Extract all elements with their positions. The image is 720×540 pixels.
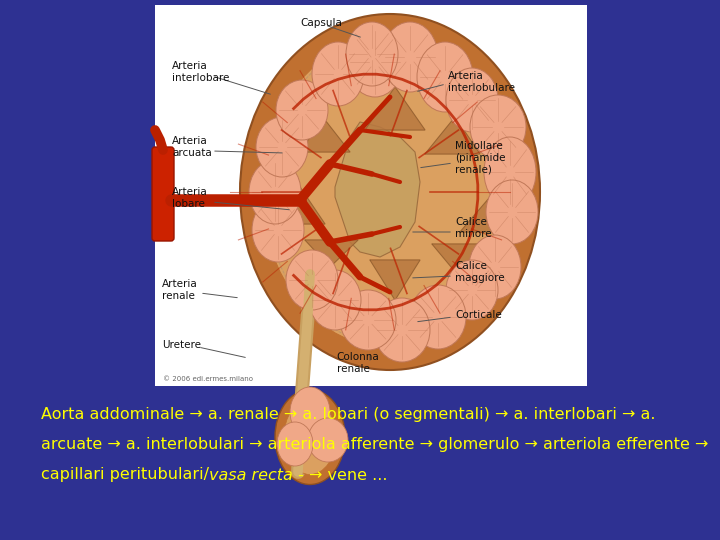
Ellipse shape bbox=[284, 400, 336, 475]
Ellipse shape bbox=[290, 387, 330, 437]
Bar bbox=[155, 5, 587, 386]
Ellipse shape bbox=[276, 80, 328, 140]
Ellipse shape bbox=[410, 285, 466, 349]
Ellipse shape bbox=[286, 250, 338, 310]
Text: Colonna
renale: Colonna renale bbox=[337, 352, 379, 374]
Ellipse shape bbox=[252, 198, 304, 262]
Ellipse shape bbox=[277, 422, 313, 466]
Text: vasa recta: vasa recta bbox=[209, 468, 293, 483]
Polygon shape bbox=[432, 244, 487, 280]
Ellipse shape bbox=[374, 298, 430, 362]
Ellipse shape bbox=[308, 418, 348, 462]
Ellipse shape bbox=[446, 68, 498, 132]
Ellipse shape bbox=[240, 14, 540, 370]
Polygon shape bbox=[365, 87, 425, 130]
Polygon shape bbox=[370, 260, 420, 300]
Ellipse shape bbox=[275, 389, 345, 484]
Ellipse shape bbox=[446, 260, 498, 320]
Polygon shape bbox=[298, 120, 350, 152]
Ellipse shape bbox=[312, 42, 364, 106]
Ellipse shape bbox=[486, 180, 538, 244]
Text: © 2006 edi.ermes.milano: © 2006 edi.ermes.milano bbox=[163, 376, 253, 382]
Text: Corticale: Corticale bbox=[455, 310, 502, 320]
Ellipse shape bbox=[382, 22, 438, 92]
Ellipse shape bbox=[346, 22, 398, 86]
Text: Arteria
interlobare: Arteria interlobare bbox=[172, 61, 230, 83]
Ellipse shape bbox=[484, 137, 536, 207]
Text: Arteria
renale: Arteria renale bbox=[162, 279, 198, 301]
Text: Midollare
(piramide
renale): Midollare (piramide renale) bbox=[455, 141, 505, 174]
Ellipse shape bbox=[417, 42, 473, 112]
Ellipse shape bbox=[256, 117, 308, 177]
Ellipse shape bbox=[469, 235, 521, 299]
PathPatch shape bbox=[335, 122, 420, 257]
Text: Capsula: Capsula bbox=[300, 18, 342, 28]
Ellipse shape bbox=[309, 270, 361, 330]
Polygon shape bbox=[272, 187, 325, 224]
Text: Calice
maggiore: Calice maggiore bbox=[455, 261, 505, 283]
Polygon shape bbox=[305, 240, 358, 267]
Ellipse shape bbox=[340, 290, 396, 350]
Text: arcuate → a. interlobulari → arteriola afferente → glomerulo → arteriola efferen: arcuate → a. interlobulari → arteriola a… bbox=[41, 437, 708, 453]
Text: Aorta addominale → a. renale → a. lobari (o segmentali) → a. interlobari → a.: Aorta addominale → a. renale → a. lobari… bbox=[41, 408, 655, 422]
Ellipse shape bbox=[249, 160, 301, 224]
Polygon shape bbox=[460, 197, 515, 232]
Text: Calice
minore: Calice minore bbox=[455, 217, 492, 239]
Text: - → vene ...: - → vene ... bbox=[293, 468, 387, 483]
Text: Arteria
arcuata: Arteria arcuata bbox=[172, 136, 212, 158]
Ellipse shape bbox=[262, 36, 518, 348]
Ellipse shape bbox=[470, 95, 526, 159]
Text: Arteria
lobare: Arteria lobare bbox=[172, 187, 208, 209]
Text: capillari peritubulari/: capillari peritubulari/ bbox=[41, 468, 209, 483]
Text: Uretere: Uretere bbox=[162, 340, 201, 350]
FancyBboxPatch shape bbox=[152, 147, 174, 241]
Text: Arteria
interlobulare: Arteria interlobulare bbox=[448, 71, 515, 93]
Polygon shape bbox=[425, 117, 480, 154]
Ellipse shape bbox=[347, 27, 403, 97]
